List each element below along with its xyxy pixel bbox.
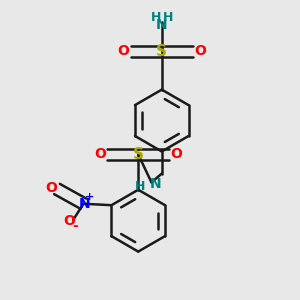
Text: -: - (73, 219, 78, 233)
Text: O: O (46, 181, 58, 194)
Text: N: N (150, 177, 162, 191)
Text: O: O (171, 147, 182, 161)
Text: O: O (194, 44, 206, 58)
Text: H: H (134, 180, 145, 193)
Text: N: N (156, 18, 168, 32)
Text: O: O (63, 214, 75, 228)
Text: O: O (118, 44, 129, 58)
Text: S: S (156, 44, 167, 59)
Text: N: N (79, 197, 91, 211)
Text: O: O (94, 147, 106, 161)
Text: +: + (85, 192, 94, 202)
Text: H: H (151, 11, 161, 24)
Text: S: S (133, 147, 144, 162)
Text: H: H (163, 11, 173, 24)
